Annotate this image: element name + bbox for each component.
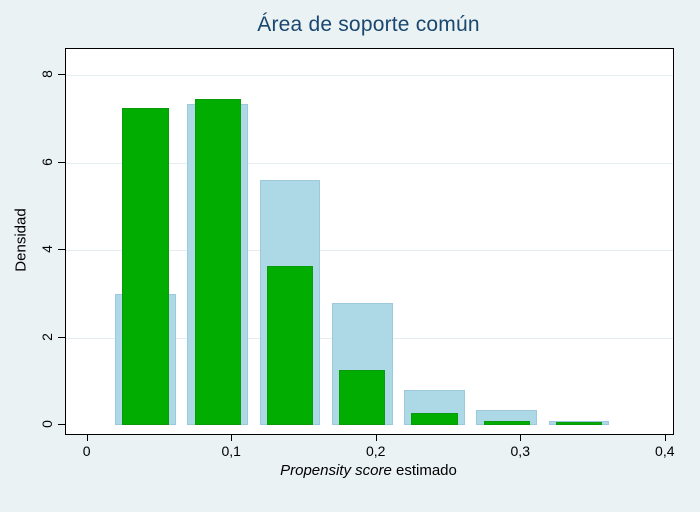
x-tick-label: 0 (82, 443, 91, 459)
gridline (66, 162, 673, 164)
x-tick-mark (86, 435, 88, 441)
x-tick-mark (231, 435, 233, 441)
bar-green (411, 413, 458, 426)
y-tick-mark (58, 336, 65, 338)
x-tick-mark (375, 435, 377, 441)
y-tick-mark (58, 424, 65, 426)
x-axis-title: Propensity score estimado (65, 462, 672, 479)
bar-green (122, 108, 169, 426)
x-tick-label: 0,3 (510, 443, 530, 459)
chart-title: Área de soporte común (257, 13, 480, 36)
y-tick-mark (58, 249, 65, 251)
bar-green (483, 420, 530, 426)
bar-green (555, 422, 603, 426)
y-axis-title: Densidad (12, 208, 30, 272)
x-tick-mark (520, 435, 522, 441)
y-tick-label: 4 (39, 245, 55, 254)
y-tick-label: 0 (39, 420, 55, 429)
y-tick-label: 2 (39, 332, 55, 341)
y-tick-mark (58, 74, 65, 76)
gridline (66, 250, 673, 252)
bar-green (266, 266, 314, 426)
y-tick-mark (58, 161, 65, 163)
x-tick-mark (664, 435, 666, 441)
plot-area (65, 48, 674, 435)
bar-green (194, 99, 241, 426)
gridline (66, 75, 673, 77)
bar-green (339, 369, 386, 426)
y-tick-label: 6 (39, 157, 55, 166)
x-axis-title-italic-part: Propensity score (280, 462, 392, 479)
x-tick-label: 0,2 (365, 443, 386, 459)
x-tick-label: 0,4 (655, 443, 675, 459)
x-axis-title-regular-part: estimado (391, 462, 457, 479)
x-tick-label: 0,1 (221, 443, 241, 459)
y-tick-label: 8 (39, 70, 55, 79)
